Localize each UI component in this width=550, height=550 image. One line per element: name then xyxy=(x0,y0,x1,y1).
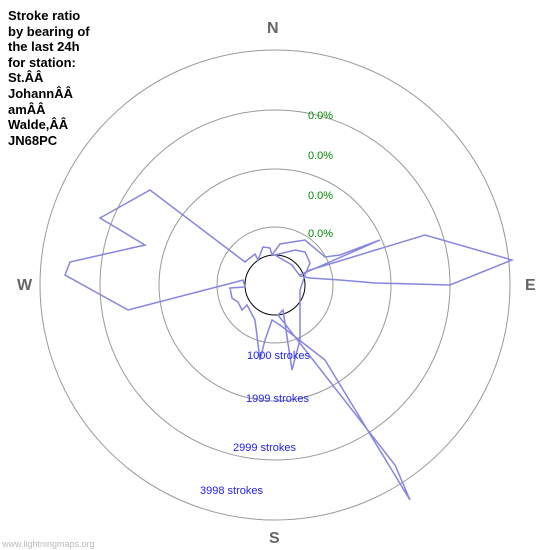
compass-e: E xyxy=(525,277,536,295)
percent-label: 0.0% xyxy=(308,228,333,240)
chart-title: Stroke ratio by bearing of the last 24h … xyxy=(8,8,90,148)
stroke-count-label: 1999 strokes xyxy=(246,393,309,405)
stroke-count-label: 3998 strokes xyxy=(200,485,263,497)
inner-circle xyxy=(245,255,305,315)
percent-label: 0.0% xyxy=(308,150,333,162)
compass-n: N xyxy=(267,20,279,38)
compass-w: W xyxy=(17,277,32,295)
stroke-count-label: 2999 strokes xyxy=(233,442,296,454)
percent-label: 0.0% xyxy=(308,110,333,122)
footer-credit: www.lightningmaps.org xyxy=(2,539,95,549)
compass-s: S xyxy=(269,530,280,548)
percent-label: 0.0% xyxy=(308,190,333,202)
stroke-count-label: 1000 strokes xyxy=(247,350,310,362)
